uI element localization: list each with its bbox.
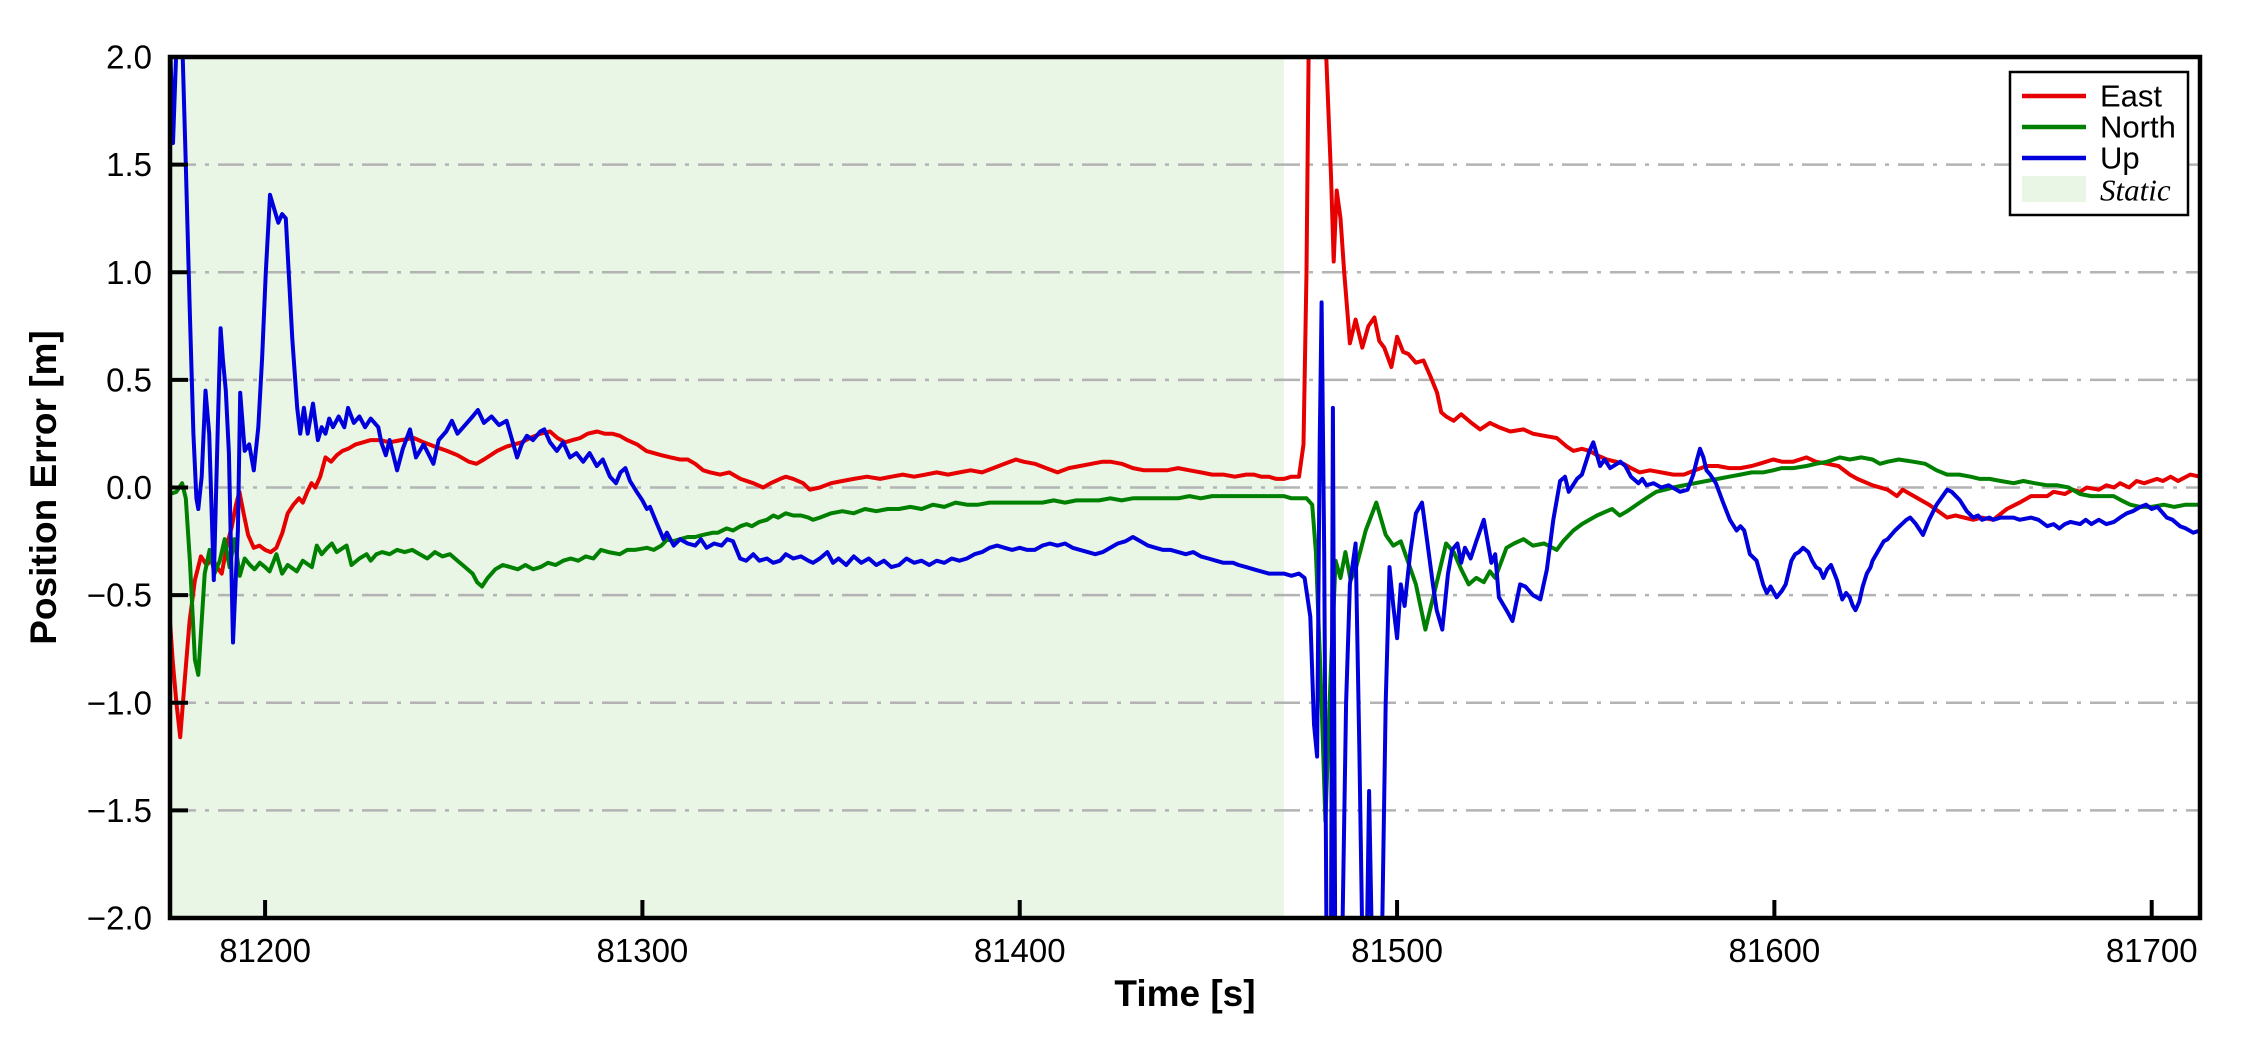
x-tick-label-81700: 81700	[2106, 932, 2198, 969]
y-tick-label--1: −1.0	[87, 684, 152, 721]
y-tick-label--1.5: −1.5	[87, 792, 152, 829]
series-line-up	[170, 57, 2200, 918]
series-line-east	[170, 57, 2200, 740]
y-tick-label--0.5: −0.5	[87, 577, 152, 614]
y-tick-label-1.5: 1.5	[106, 146, 152, 183]
tick-label-layer: 81200 81300 81400 81500 81600 81700 2.0 1.5 1.0 0…	[87, 39, 2198, 970]
y-tick-label-1: 1.0	[106, 254, 152, 291]
x-tick-label-81300: 81300	[597, 932, 689, 969]
x-tick-label-81600: 81600	[1728, 932, 1820, 969]
y-tick-label-2: 2.0	[106, 39, 152, 76]
y-tick-label-0.5: 0.5	[106, 361, 152, 398]
series-layer	[170, 57, 2200, 918]
y-tick-label--2: −2.0	[87, 900, 152, 937]
series-line-north	[170, 455, 2200, 824]
y-axis-label: Position Error [m]	[23, 330, 64, 645]
y-tick-label-0: 0.0	[106, 469, 152, 506]
legend-swatch-static	[2022, 176, 2086, 202]
tick-layer	[170, 55, 2154, 920]
legend-label-north: North	[2100, 110, 2176, 145]
legend-label-east: East	[2100, 79, 2162, 114]
x-axis-label: Time [s]	[1114, 973, 1255, 1014]
legend-label-static: Static	[2100, 173, 2171, 208]
x-tick-label-81500: 81500	[1351, 932, 1443, 969]
gridline-layer	[170, 163, 2200, 812]
x-tick-label-81400: 81400	[974, 932, 1066, 969]
x-tick-label-81200: 81200	[219, 932, 311, 969]
legend: East North Up Static	[2008, 70, 2190, 217]
legend-label-up: Up	[2100, 141, 2140, 176]
